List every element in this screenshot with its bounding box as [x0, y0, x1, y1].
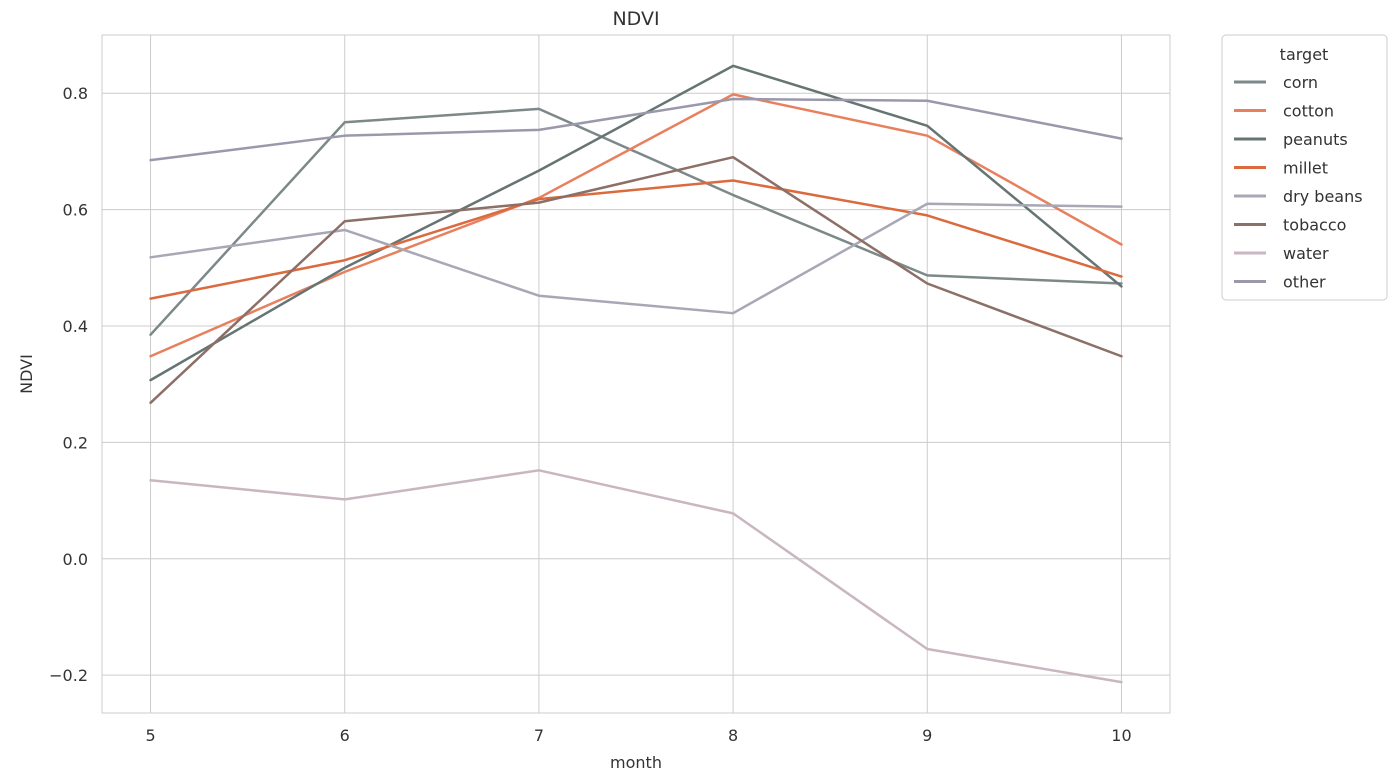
legend-title: target — [1280, 45, 1329, 64]
series-line-dry-beans — [149, 202, 1123, 315]
y-tick-label: 0.2 — [63, 433, 88, 452]
legend-label: corn — [1283, 73, 1318, 92]
series-lines — [149, 64, 1123, 684]
x-tick-label: 10 — [1111, 726, 1131, 745]
y-tick-label: 0.4 — [63, 317, 88, 336]
y-tick-label: 0.8 — [63, 84, 88, 103]
series-line-corn — [149, 107, 1123, 336]
x-tick-label: 7 — [534, 726, 544, 745]
y-tick-labels: −0.2 0.0 0.2 0.4 0.6 0.8 — [49, 84, 88, 685]
x-tick-label: 9 — [922, 726, 932, 745]
legend-label: water — [1283, 244, 1329, 263]
x-tick-label: 8 — [728, 726, 738, 745]
y-tick-label: 0.0 — [63, 550, 88, 569]
x-tick-label: 5 — [145, 726, 155, 745]
x-tick-label: 6 — [340, 726, 350, 745]
legend-label: other — [1283, 273, 1326, 292]
series-line-tobacco — [149, 155, 1123, 405]
legend-items: corn cotton peanuts millet dry beans tobacco w… — [1234, 73, 1363, 292]
series-line-millet — [149, 179, 1123, 300]
grid-lines — [102, 35, 1170, 713]
legend-label: dry beans — [1283, 187, 1363, 206]
series-line-water — [149, 469, 1123, 684]
legend-box — [1221, 34, 1388, 301]
series-line-peanuts — [149, 64, 1123, 382]
legend-label: peanuts — [1283, 130, 1348, 149]
y-tick-label: 0.6 — [63, 201, 88, 220]
legend: target corn cotton peanuts millet dry beans t… — [1221, 34, 1388, 301]
plot-area — [101, 34, 1171, 714]
x-tick-labels: 5 6 7 8 9 10 — [145, 726, 1131, 745]
series-line-other — [149, 97, 1123, 162]
legend-label: millet — [1283, 159, 1328, 178]
x-axis-label: month — [610, 753, 662, 772]
chart-title: NDVI — [612, 8, 659, 30]
y-tick-label: −0.2 — [49, 666, 88, 685]
legend-label: cotton — [1283, 102, 1334, 121]
legend-label: tobacco — [1283, 216, 1346, 235]
y-axis-label: NDVI — [17, 354, 36, 394]
